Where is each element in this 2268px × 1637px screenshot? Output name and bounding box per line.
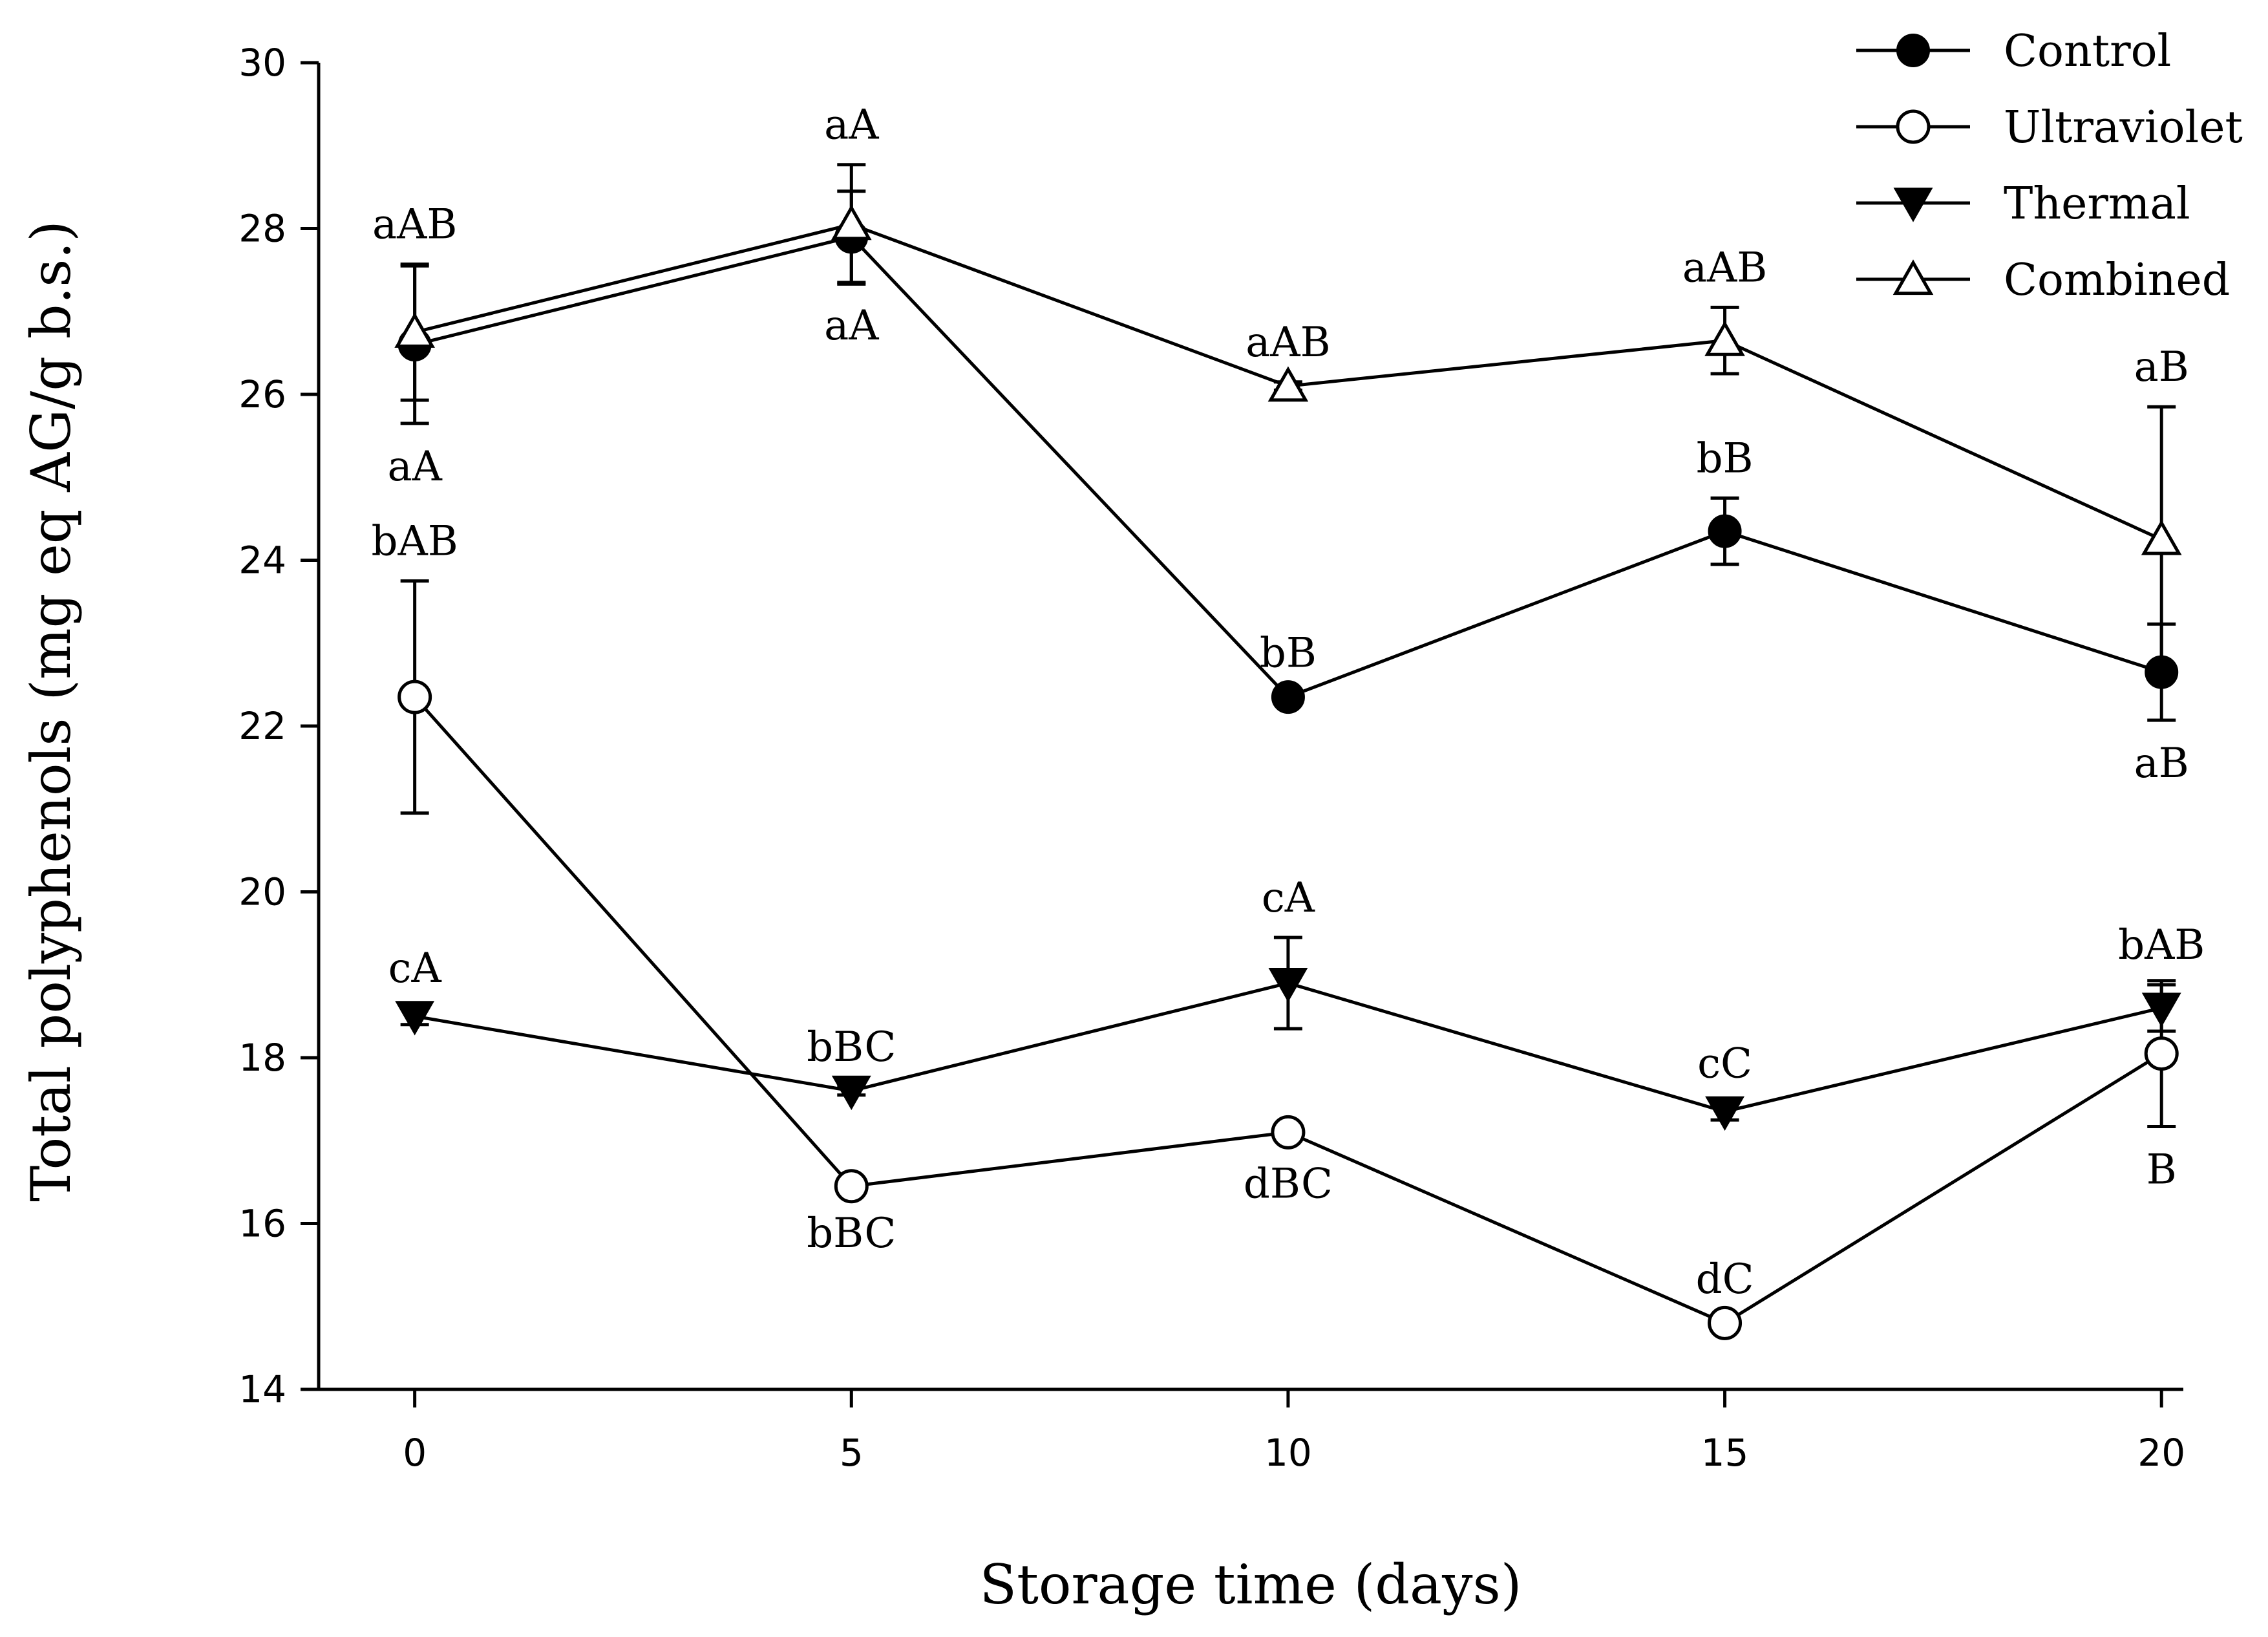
annotation-combined: aAB [1245,319,1330,367]
x-axis-title: Storage time (days) [980,1553,1522,1616]
y-tick-label: 28 [238,207,286,251]
legend-item-thermal: Thermal [1856,178,2190,230]
annotation-control: aB [2134,740,2189,787]
data-point-ultraviolet [1271,1115,1306,1150]
data-point-ultraviolet [2144,1036,2179,1071]
series-combined: aAB aA aAB aAB aB [372,102,2189,674]
annotation-combined: aAB [1682,244,1767,292]
y-tick-label: 26 [238,372,286,416]
annotation-ultraviolet: dBC [1244,1160,1333,1208]
x-ticks: 0 5 10 15 20 [403,1389,2185,1475]
annotation-combined: aB [2134,343,2189,391]
x-tick-label: 10 [1264,1431,1312,1475]
data-point-combined [2141,519,2182,555]
legend-label-thermal: Thermal [2004,178,2190,230]
annotation-combined: aAB [372,201,457,249]
annotation-ultraviolet: B [2146,1146,2177,1193]
data-point-control [1708,514,1742,548]
y-tick-label: 18 [238,1036,286,1080]
legend-item-combined: Combined [1856,255,2230,306]
annotation-combined: aA [824,102,879,149]
data-point-combined [1704,320,1745,356]
annotation-thermal: bAB [2118,921,2205,969]
annotation-ultraviolet: dC [1696,1256,1754,1303]
series-thermal: cA bBC cA cC bAB [388,874,2205,1131]
legend: Control Ultraviolet Thermal Combined [1856,26,2243,306]
x-tick-label: 0 [403,1431,427,1475]
data-point-ultraviolet [397,679,432,714]
legend-item-ultraviolet: Ultraviolet [1856,102,2243,153]
data-point-combined [394,312,435,348]
legend-marker-ultraviolet [1896,109,1931,144]
annotation-control: bB [1697,434,1754,482]
y-tick-label: 30 [238,41,286,85]
axes: 14 16 18 20 22 24 26 28 30 0 5 10 15 20 [238,41,2185,1475]
annotation-thermal: bBC [807,1023,896,1071]
plot-area: aAaAbBbBaBbABbBCdBCdCBcAbBCcAcCbABaABaAa… [372,102,2205,1340]
annotation-control: aA [824,302,879,350]
x-tick-label: 5 [840,1431,864,1475]
series-ultraviolet: bAB bBC dBC dC B [372,518,2179,1340]
annotation-ultraviolet: bAB [372,518,458,566]
legend-marker-thermal [1893,187,1933,222]
legend-label-ultraviolet: Ultraviolet [2004,102,2243,153]
data-point-control [1271,680,1305,714]
legend-label-combined: Combined [2004,255,2230,306]
legend-item-control: Control [1856,26,2171,77]
y-tick-label: 20 [238,870,286,914]
y-tick-label: 14 [238,1367,286,1411]
annotation-thermal: cA [1262,874,1315,922]
data-point-thermal [1268,967,1308,1003]
data-point-thermal [1705,1096,1745,1131]
legend-marker-combined [1892,259,1934,295]
data-point-thermal [395,1001,435,1036]
y-tick-label: 16 [238,1202,286,1246]
y-ticks: 14 16 18 20 22 24 26 28 30 [238,41,319,1411]
data-point-thermal [831,1075,871,1110]
annotation-thermal: cA [388,945,442,992]
annotation-control: bB [1260,630,1317,678]
data-point-ultraviolet [834,1169,869,1204]
y-tick-label: 24 [238,539,286,583]
legend-marker-control [1896,34,1930,67]
y-tick-label: 22 [238,704,286,748]
legend-label-control: Control [2004,26,2171,77]
data-point-ultraviolet [1708,1305,1743,1340]
annotation-thermal: cC [1697,1040,1752,1088]
series-line-control [414,235,2162,700]
data-point-combined [1267,366,1309,402]
data-point-thermal [2141,992,2181,1027]
y-axis-title: Total polyphenols (mg eq AG/g b.s.) [19,220,83,1202]
annotation-ultraviolet: bBC [807,1210,896,1257]
data-point-combined [831,204,872,241]
x-tick-label: 20 [2137,1431,2185,1475]
x-tick-label: 15 [1701,1431,1749,1475]
annotation-control: aA [387,443,442,491]
